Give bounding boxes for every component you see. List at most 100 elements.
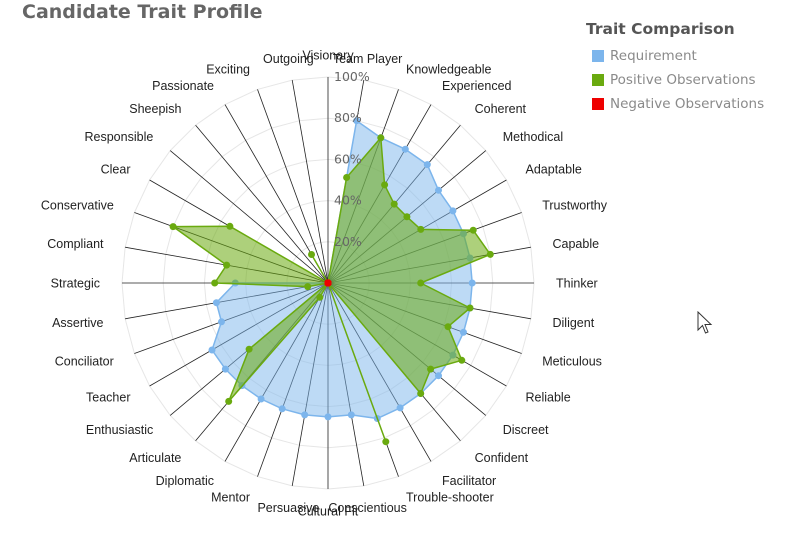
point-requirement-team-player[interactable]: [353, 117, 361, 125]
point-requirement-enthusiastic[interactable]: [221, 365, 229, 373]
point-positive-observations-diplomatic[interactable]: [316, 293, 324, 301]
legend-swatch-negative: [592, 98, 604, 110]
category-label-exciting: Exciting: [206, 62, 250, 76]
radial-tick-label: 100%: [334, 69, 370, 84]
point-positive-observations-adaptable[interactable]: [417, 225, 425, 233]
category-label-passionate: Passionate: [152, 79, 214, 93]
point-requirement-adaptable[interactable]: [449, 207, 457, 215]
category-label-compliant: Compliant: [47, 237, 104, 251]
point-positive-observations-clear[interactable]: [226, 222, 234, 230]
point-requirement-facilitator[interactable]: [396, 404, 404, 412]
category-label-meticulous: Meticulous: [542, 355, 602, 369]
category-label-capable: Capable: [553, 237, 600, 251]
point-positive-observations-capable[interactable]: [486, 250, 494, 258]
category-label-cultural-fit: Cultural Fit: [298, 505, 359, 519]
point-requirement-coherent[interactable]: [423, 161, 431, 169]
point-positive-observations-conservative[interactable]: [169, 223, 177, 231]
point-requirement-conciliator[interactable]: [218, 318, 225, 326]
point-requirement-mentor[interactable]: [278, 405, 286, 413]
category-label-enthusiastic: Enthusiastic: [86, 423, 153, 437]
category-label-thinker: Thinker: [556, 277, 598, 291]
point-positive-observations-discreet[interactable]: [427, 365, 435, 373]
point-positive-observations-diligent[interactable]: [466, 304, 474, 312]
category-label-assertive: Assertive: [52, 316, 103, 330]
category-label-conciliator: Conciliator: [55, 355, 114, 369]
point-positive-observations-coherent[interactable]: [390, 200, 398, 208]
legend-label: Negative Observations: [610, 96, 765, 112]
point-requirement-meticulous[interactable]: [460, 328, 467, 336]
spoke-exciting: [257, 89, 329, 284]
category-label-diligent: Diligent: [553, 316, 595, 330]
category-label-trouble-shooter: Trouble-shooter: [406, 491, 494, 505]
category-label-outgoing: Outgoing: [263, 52, 314, 66]
point-positive-observations-passionate[interactable]: [308, 251, 315, 258]
legend-label: Positive Observations: [610, 72, 756, 88]
category-label-conscientious: Conscientious: [328, 501, 407, 515]
category-label-diplomatic: Diplomatic: [156, 474, 214, 488]
point-requirement-diplomatic[interactable]: [257, 395, 265, 403]
point-positive-observations-trustworthy[interactable]: [469, 226, 477, 234]
category-label-responsible: Responsible: [85, 130, 154, 144]
category-label-facilitator: Facilitator: [442, 474, 496, 488]
point-requirement-methodical[interactable]: [435, 186, 442, 194]
category-label-clear: Clear: [101, 163, 131, 177]
category-label-visionary: Visionary: [302, 49, 354, 63]
point-positive-observations-meticulous[interactable]: [444, 323, 452, 331]
category-label-discreet: Discreet: [503, 423, 549, 437]
series-negative-observations: [324, 279, 332, 287]
spoke-outgoing: [291, 80, 329, 284]
category-label-mentor: Mentor: [211, 491, 250, 505]
point-requirement-conscientious[interactable]: [347, 411, 355, 419]
point-requirement-teacher[interactable]: [208, 346, 216, 354]
series-layer: [169, 117, 494, 446]
radial-tick-label: 40%: [334, 193, 362, 208]
legend-item-positive-observations[interactable]: Positive Observations: [586, 68, 764, 92]
page-title: Candidate Trait Profile: [22, 1, 263, 23]
radial-tick-label: 60%: [334, 151, 362, 166]
legend-title: Trait Comparison: [586, 20, 735, 38]
category-label-strategic: Strategic: [51, 277, 100, 291]
point-positive-observations-articulate[interactable]: [225, 397, 233, 405]
point-requirement-persuasive[interactable]: [301, 411, 309, 419]
point-positive-observations-assertive[interactable]: [304, 283, 312, 291]
point-positive-observations-reliable[interactable]: [458, 356, 466, 364]
point-positive-observations-strategic[interactable]: [211, 279, 219, 287]
category-label-trustworthy: Trustworthy: [542, 199, 608, 213]
category-label-articulate: Articulate: [129, 451, 181, 465]
category-label-sheepish: Sheepish: [129, 102, 181, 116]
category-label-teacher: Teacher: [86, 391, 130, 405]
category-label-methodical: Methodical: [503, 130, 563, 144]
point-positive-observations-methodical[interactable]: [403, 213, 411, 221]
legend-label: Requirement: [610, 48, 697, 64]
category-label-conservative: Conservative: [41, 199, 114, 213]
point-requirement-cultural-fit[interactable]: [324, 413, 332, 421]
point-positive-observations-experienced[interactable]: [381, 181, 389, 189]
point-positive-observations-team-player[interactable]: [343, 174, 351, 181]
category-label-persuasive: Persuasive: [257, 501, 319, 515]
point-positive-observations-knowledgeable[interactable]: [377, 134, 385, 142]
category-label-team-player: Team Player: [333, 52, 402, 66]
legend-swatch-requirement: [592, 50, 604, 62]
radial-tick-labels: 20% 40% 60% 80% 100%: [334, 69, 370, 249]
category-label-adaptable: Adaptable: [526, 163, 582, 177]
point-negative-observations-outgoing[interactable]: [324, 279, 332, 287]
point-positive-observations-confident[interactable]: [417, 390, 425, 397]
point-positive-observations-trouble-shooter[interactable]: [382, 438, 390, 446]
point-positive-observations-enthusiastic[interactable]: [245, 345, 253, 353]
legend-swatch-positive: [592, 74, 604, 86]
category-label-reliable: Reliable: [526, 391, 571, 405]
radial-tick-label: 20%: [334, 234, 362, 249]
category-label-confident: Confident: [475, 451, 529, 465]
point-requirement-discreet[interactable]: [435, 372, 442, 380]
point-requirement-experienced[interactable]: [401, 145, 409, 153]
point-positive-observations-thinker[interactable]: [417, 279, 425, 287]
point-requirement-thinker[interactable]: [468, 279, 476, 287]
mouse-pointer-icon: [697, 311, 713, 334]
legend-item-negative-observations[interactable]: Negative Observations: [586, 92, 764, 116]
legend-item-requirement[interactable]: Requirement: [586, 44, 764, 68]
point-requirement-assertive[interactable]: [212, 299, 220, 307]
legend: Trait Comparison Requirement Positive Ob…: [586, 20, 764, 116]
point-positive-observations-compliant[interactable]: [223, 261, 231, 269]
